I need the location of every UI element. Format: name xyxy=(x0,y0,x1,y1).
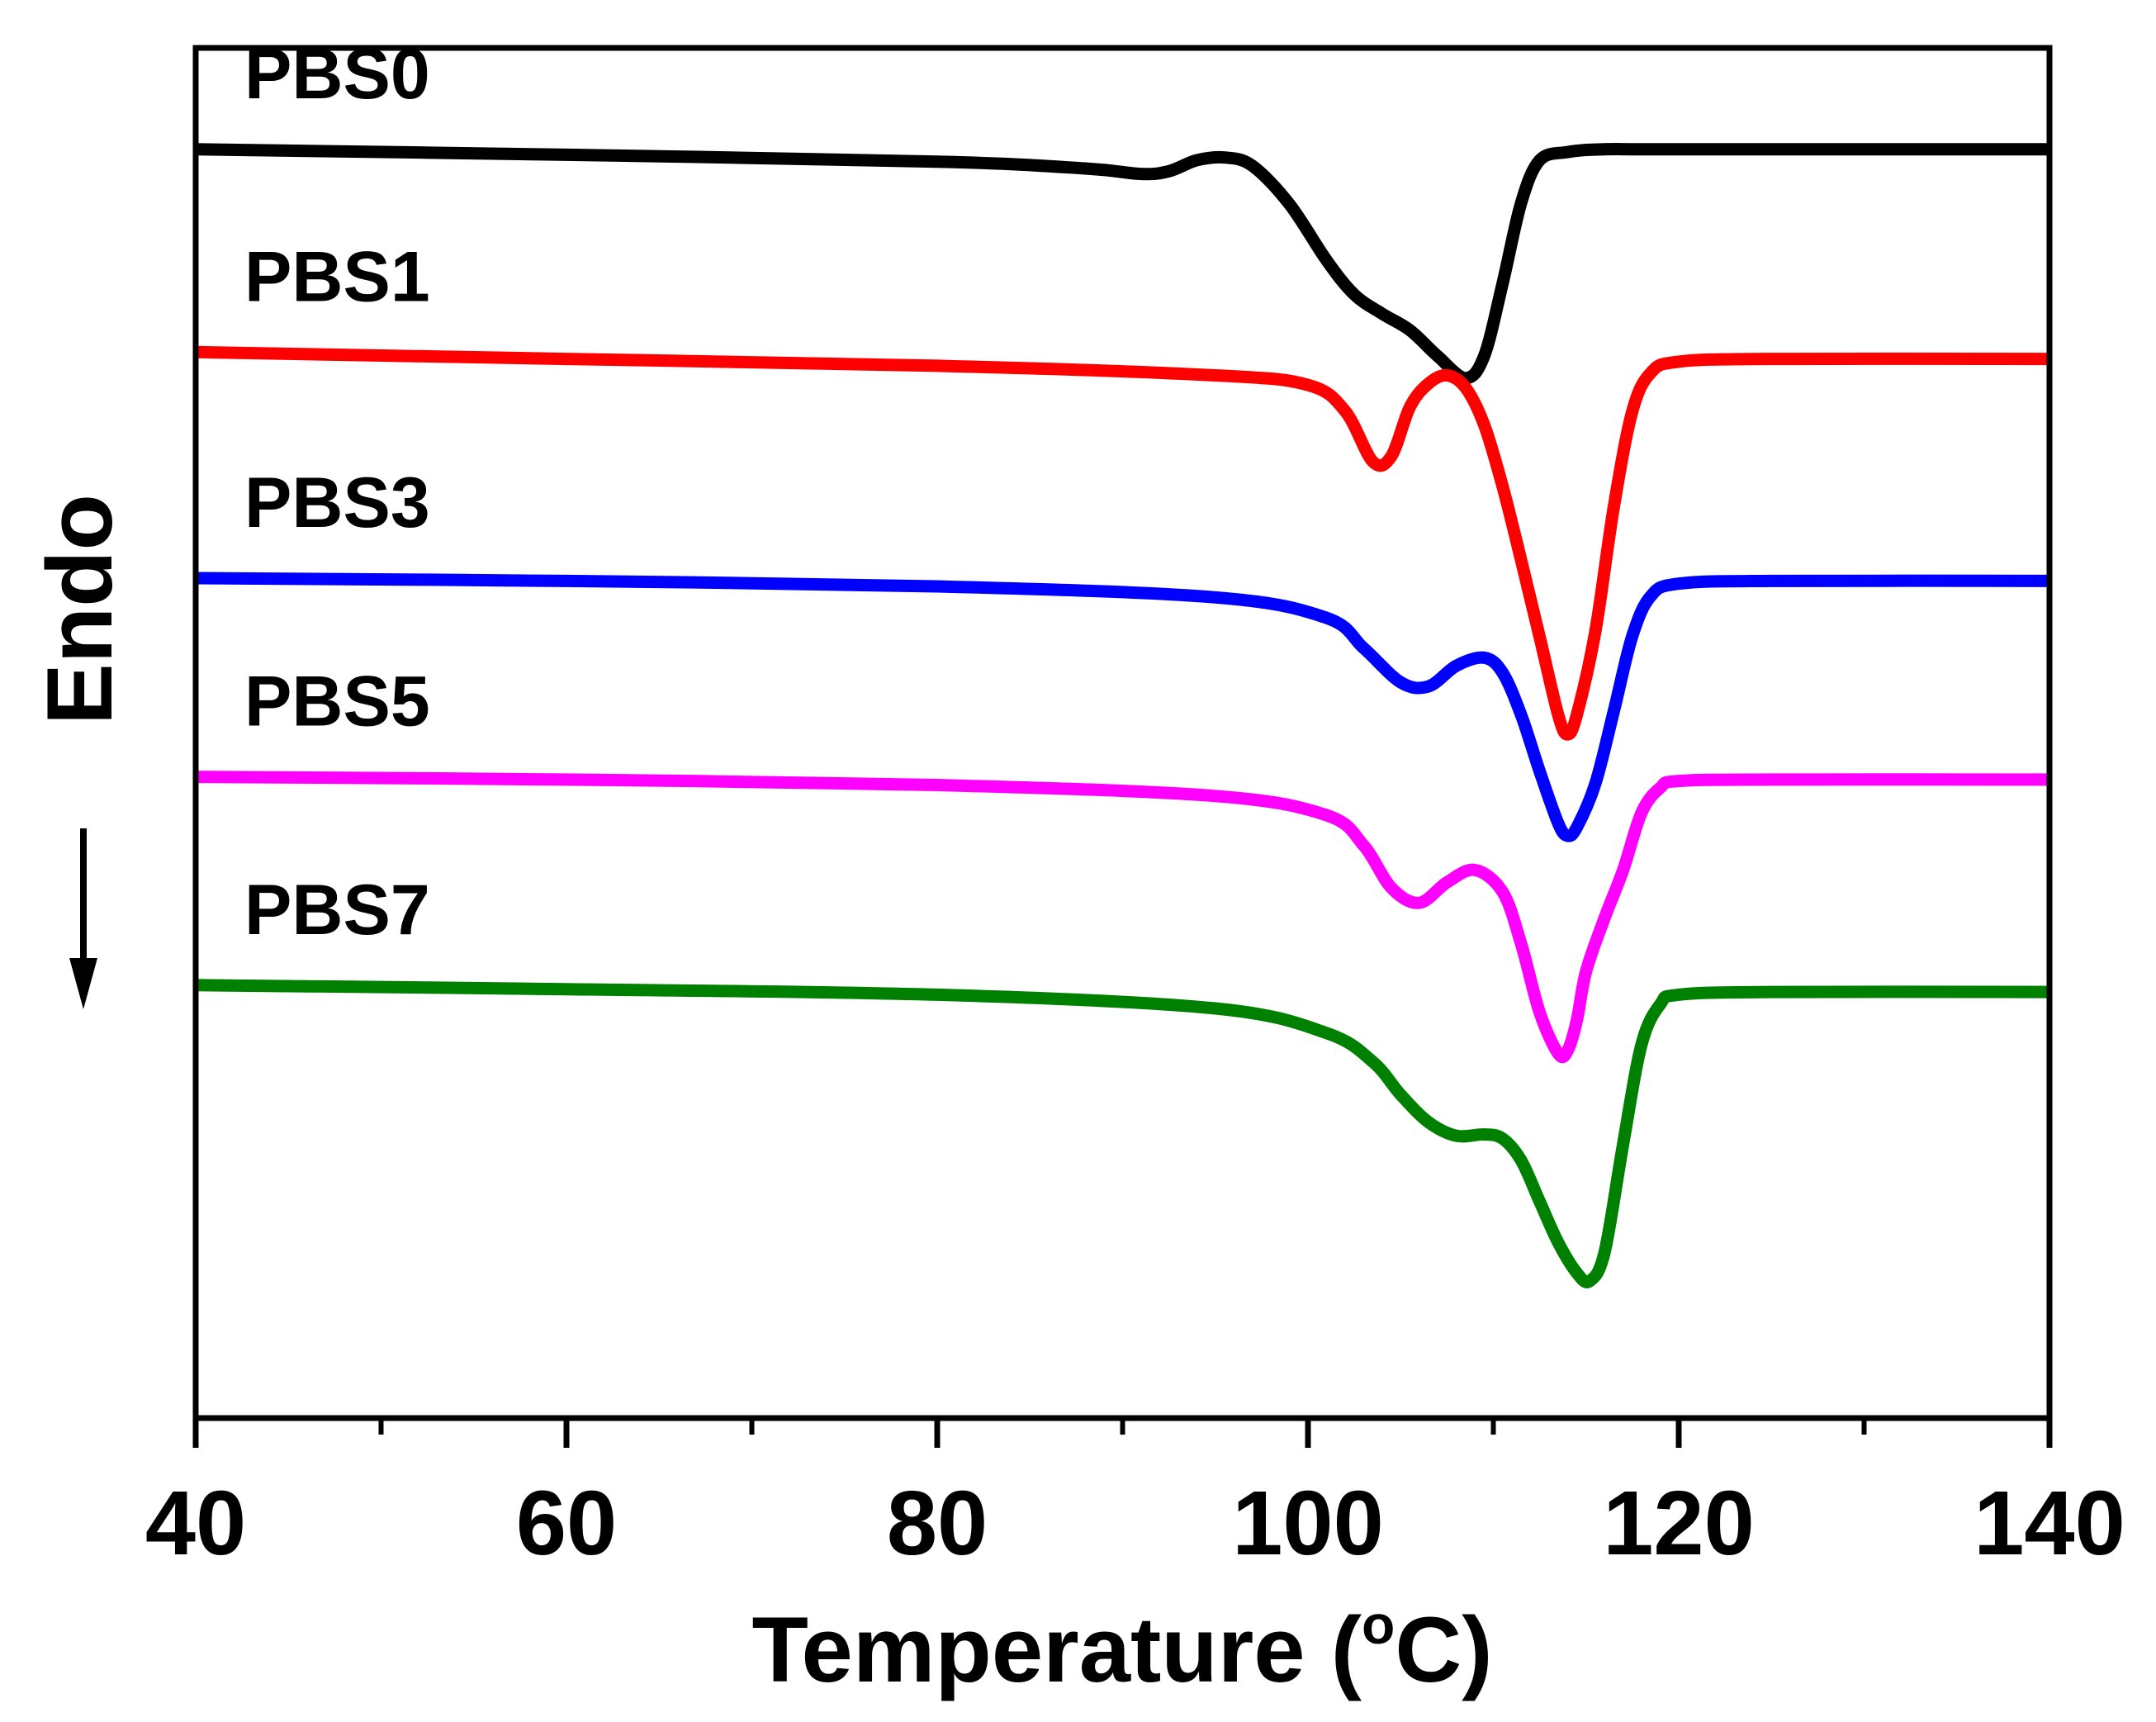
endo-arrow-icon xyxy=(69,828,97,1009)
series-line-pbs3 xyxy=(195,572,2050,842)
x-tick-label: 140 xyxy=(1974,1473,2125,1574)
series-line-pbs7 xyxy=(195,979,2050,1288)
x-axis-title: Temperature (oC) xyxy=(751,1594,1492,1701)
series-label-pbs7: PBS7 xyxy=(244,870,430,950)
x-axis-title-degree: o xyxy=(1362,1594,1395,1655)
x-tick-label: 100 xyxy=(1232,1473,1384,1574)
x-tick-label: 60 xyxy=(516,1473,617,1574)
x-axis-title-main: Temperature ( xyxy=(751,1598,1362,1701)
series-line-pbs1 xyxy=(195,345,2050,741)
series-label-pbs5: PBS5 xyxy=(244,662,430,742)
y-axis-title: Endo xyxy=(28,494,131,725)
x-axis-title-unit: C) xyxy=(1395,1598,1492,1701)
series-label-pbs3: PBS3 xyxy=(244,463,430,543)
x-axis-tick-labels: 40 60 80 100 120 140 xyxy=(145,1473,2125,1574)
series-label-pbs1: PBS1 xyxy=(244,237,430,316)
x-tick-label: 40 xyxy=(145,1473,246,1574)
series-line-pbs0 xyxy=(195,143,2049,385)
x-axis-ticks xyxy=(192,1418,2053,1448)
series-line-pbs5 xyxy=(195,771,2050,1063)
x-tick-label: 80 xyxy=(887,1473,988,1574)
series-lines xyxy=(195,143,2050,1288)
x-tick-label: 120 xyxy=(1603,1473,1755,1574)
